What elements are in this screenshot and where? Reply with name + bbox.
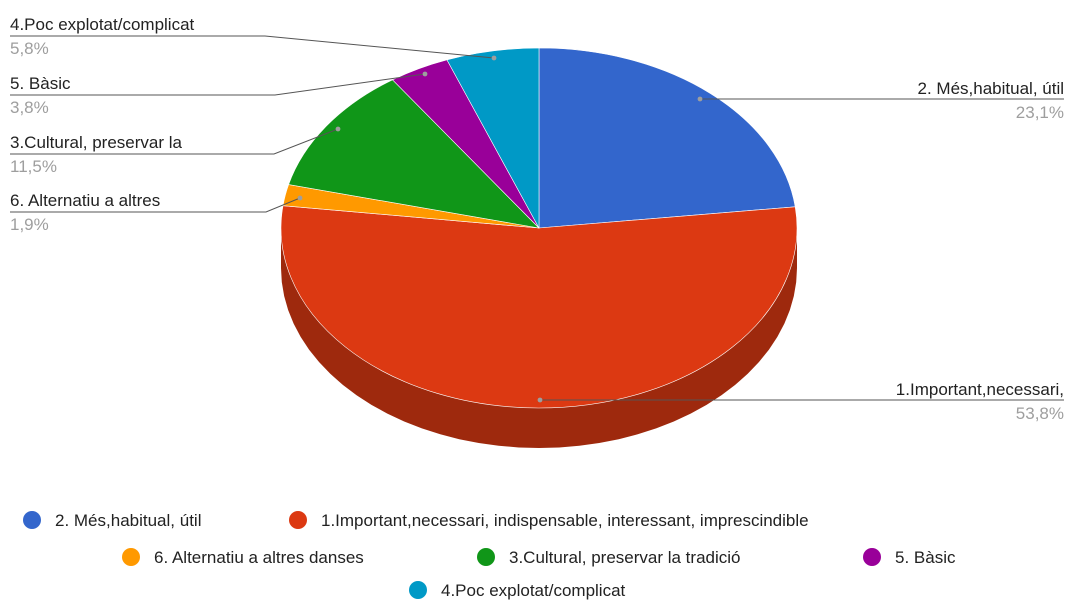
legend-item-2-mes-habitual-util[interactable]: 2. Més,habitual, útil	[23, 511, 201, 530]
leader-line	[10, 73, 426, 96]
slice-percent: 5,8%	[10, 39, 49, 58]
slice-percent: 53,8%	[1016, 404, 1064, 423]
slice-labels: 2. Més,habitual, útil 23,1% 1.Important,ne…	[10, 15, 1064, 423]
legend: 2. Més,habitual, útil 1.Important,necessa…	[23, 511, 956, 600]
slice-1-important-necessari-indispensable-inte[interactable]	[280, 205, 798, 409]
slice-percent: 11,5%	[10, 157, 57, 176]
legend-label: 5. Bàsic	[895, 548, 956, 567]
legend-swatch	[477, 548, 495, 566]
legend-label: 1.Important,necessari, indispensable, in…	[321, 511, 809, 530]
legend-item-3-cultural-preservar-la-tradicio[interactable]: 3.Cultural, preservar la tradició	[477, 548, 740, 567]
legend-item-6-alternatiu-a-altres-danses[interactable]: 6. Alternatiu a altres danses	[122, 548, 364, 567]
slice-3-cultural-preservar-la-tradicio[interactable]	[288, 79, 540, 229]
leader-dot	[697, 96, 703, 102]
leader-dot	[537, 397, 543, 403]
callout-1-important-necessari-indispensable-inte: 1.Important,necessari, 53,8%	[537, 380, 1064, 423]
leader-dot	[297, 195, 303, 201]
legend-item-4-poc-explotat-complicat[interactable]: 4.Poc explotat/complicat	[409, 581, 626, 600]
slice-label: 3.Cultural, preservar la	[10, 133, 183, 152]
legend-item-1-important-necessari-indispensable-inte[interactable]: 1.Important,necessari, indispensable, in…	[289, 511, 809, 530]
callout-3-cultural-preservar-la-tradicio: 3.Cultural, preservar la 11,5%	[10, 126, 341, 176]
leader-line	[10, 197, 301, 213]
slice-percent: 1,9%	[10, 215, 49, 234]
leader-dot	[422, 71, 428, 77]
pie-slices	[280, 47, 798, 409]
slice-label: 2. Més,habitual, útil	[918, 79, 1064, 98]
leader-line	[10, 128, 339, 155]
legend-label: 3.Cultural, preservar la tradició	[509, 548, 740, 567]
pie-depth	[281, 228, 797, 448]
slice-2-mes-habitual-util[interactable]	[538, 47, 796, 229]
callout-4-poc-explotat-complicat: 4.Poc explotat/complicat 5,8%	[10, 15, 497, 61]
slice-percent: 23,1%	[1016, 103, 1064, 122]
leader-dot	[335, 126, 341, 132]
legend-swatch	[23, 511, 41, 529]
slice-side-1-important-necessari-indispensable-inte	[281, 228, 797, 448]
leader-dot	[491, 55, 497, 61]
legend-label: 2. Més,habitual, útil	[55, 511, 201, 530]
slice-label: 5. Bàsic	[10, 74, 71, 93]
legend-item-5-basic[interactable]: 5. Bàsic	[863, 548, 956, 567]
slice-label: 1.Important,necessari,	[896, 380, 1064, 399]
legend-swatch	[409, 581, 427, 599]
legend-swatch	[122, 548, 140, 566]
legend-swatch	[289, 511, 307, 529]
callout-6-alternatiu-a-altres-danses: 6. Alternatiu a altres 1,9%	[10, 191, 303, 234]
legend-label: 6. Alternatiu a altres danses	[154, 548, 364, 567]
legend-label: 4.Poc explotat/complicat	[441, 581, 626, 600]
slice-label: 4.Poc explotat/complicat	[10, 15, 195, 34]
callout-2-mes-habitual-util: 2. Més,habitual, útil 23,1%	[697, 79, 1064, 122]
leader-line	[10, 35, 495, 59]
slice-label: 6. Alternatiu a altres	[10, 191, 160, 210]
legend-swatch	[863, 548, 881, 566]
slice-4-poc-explotat-complicat[interactable]	[446, 47, 540, 229]
callout-5-basic: 5. Bàsic 3,8%	[10, 71, 428, 117]
slice-percent: 3,8%	[10, 98, 49, 117]
